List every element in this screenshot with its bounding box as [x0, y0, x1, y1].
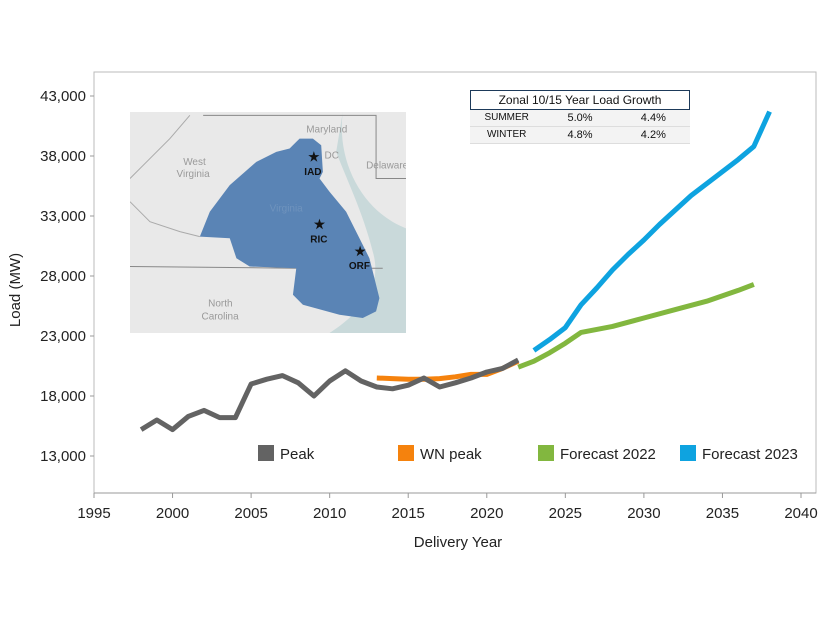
legend-label: Forecast 2022	[560, 446, 656, 463]
fifteen-year-value: 4.4%	[640, 112, 666, 124]
x-axis-title: Delivery Year	[414, 534, 502, 551]
legend-label: Peak	[280, 446, 315, 463]
x-tick-label: 2035	[706, 505, 739, 522]
map-label: Delaware	[366, 160, 406, 171]
x-tick-label: 2025	[549, 505, 582, 522]
y-tick-label: 38,000	[40, 148, 86, 165]
map-label: North	[208, 298, 232, 309]
ten-year-value: 4.8%	[567, 129, 593, 141]
map-label: Virginia	[270, 204, 304, 215]
state-border	[130, 114, 191, 179]
legend-label: Forecast 2023	[702, 446, 798, 463]
x-tick-label: 2010	[313, 505, 346, 522]
y-axis-title: Load (MW)	[7, 253, 24, 327]
service-zone	[199, 138, 380, 319]
city-label: ORF	[349, 261, 370, 272]
table-title: Zonal 10/15 Year Load Growth	[470, 90, 690, 110]
map-label: Virginia	[177, 169, 211, 180]
x-tick-label: 1995	[77, 505, 110, 522]
ten-year-value: 5.0%	[567, 112, 593, 124]
map-label: Carolina	[201, 312, 239, 323]
legend-label: WN peak	[420, 446, 482, 463]
y-tick-label: 28,000	[40, 268, 86, 285]
city-label: RIC	[310, 234, 327, 245]
x-tick-label: 2030	[627, 505, 660, 522]
legend-swatch	[680, 445, 696, 461]
series-line-forecast-2022	[517, 282, 755, 370]
series-line-forecast-2023	[532, 110, 772, 353]
x-tick-label: 2005	[234, 505, 267, 522]
x-tick-label: 2015	[392, 505, 425, 522]
table-row: SUMMER 5.0% 4.4%	[470, 110, 690, 127]
y-tick-label: 23,000	[40, 328, 86, 345]
y-tick-label: 18,000	[40, 388, 86, 405]
state-border	[203, 114, 406, 179]
y-tick-label: 33,000	[40, 208, 86, 225]
table-row: WINTER 4.8% 4.2%	[470, 127, 690, 144]
series-line-peak	[139, 357, 520, 433]
fifteen-year-value: 4.2%	[640, 129, 666, 141]
x-tick-label: 2000	[156, 505, 189, 522]
legend-swatch	[258, 445, 274, 461]
row-label: WINTER	[486, 129, 527, 140]
state-border	[130, 201, 200, 238]
x-tick-label: 2040	[784, 505, 817, 522]
city-label: IAD	[304, 167, 321, 178]
row-label: SUMMER	[484, 112, 529, 123]
star-icon: ★	[354, 245, 366, 259]
map-label: West	[183, 157, 206, 168]
y-tick-label: 43,000	[40, 88, 86, 105]
y-tick-label: 13,000	[40, 448, 86, 465]
star-icon: ★	[308, 150, 320, 164]
star-icon: ★	[314, 217, 326, 231]
service-area-map: Maryland DC West Virginia Delaware Virgi…	[130, 112, 406, 333]
legend-swatch	[398, 445, 414, 461]
x-tick-label: 2020	[470, 505, 503, 522]
load-growth-table: Zonal 10/15 Year Load Growth SUMMER 5.0%…	[470, 90, 690, 144]
map-label: Maryland	[306, 125, 347, 136]
map-label: DC	[325, 151, 339, 162]
legend-swatch	[538, 445, 554, 461]
water-area	[329, 112, 406, 333]
